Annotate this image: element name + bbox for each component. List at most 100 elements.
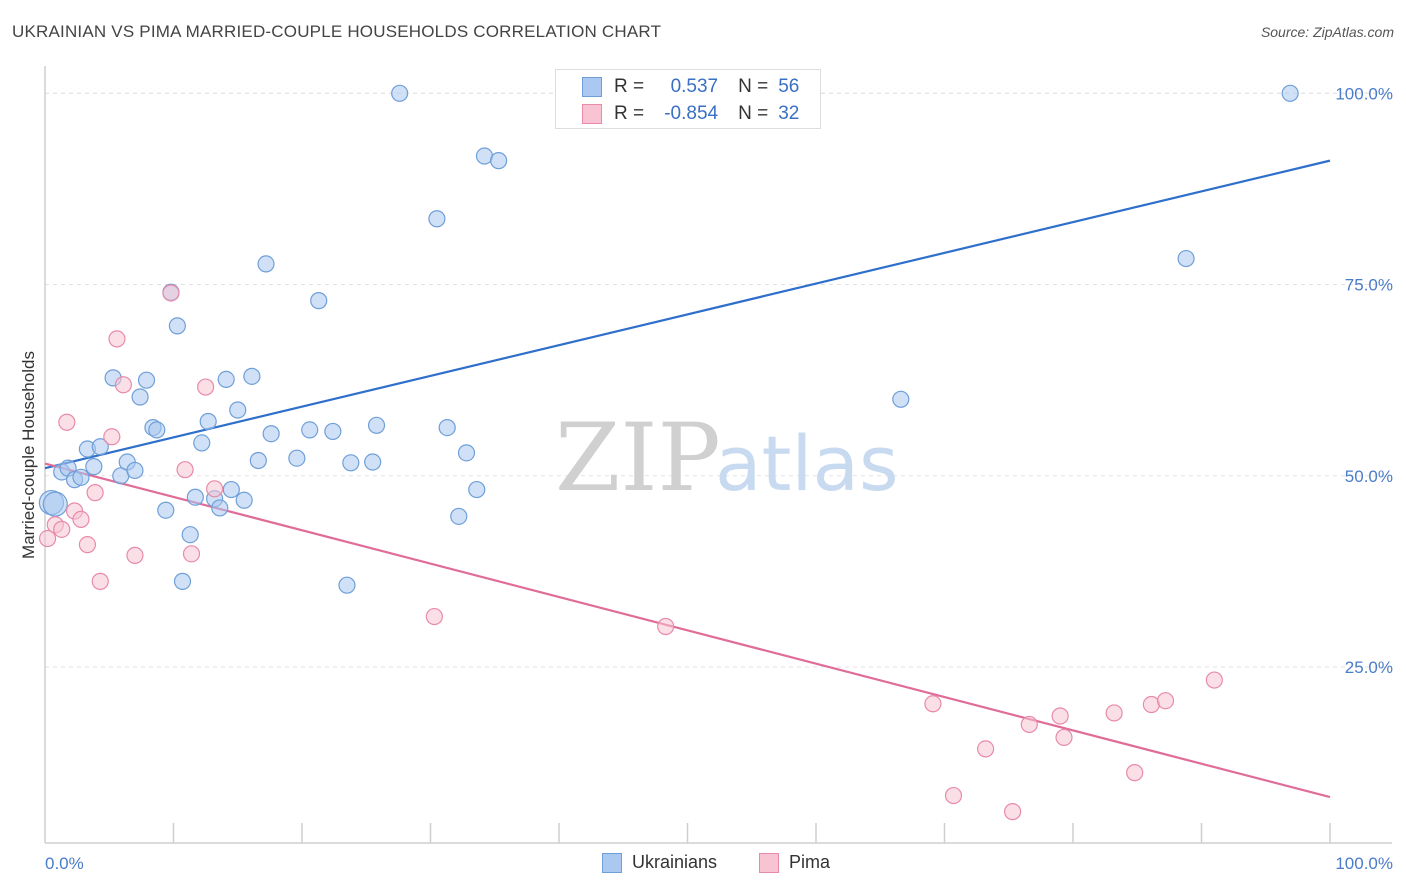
legend-r-value: -0.854 (664, 103, 719, 124)
legend-swatch-ukrainians (582, 77, 602, 97)
point-pima (162, 284, 180, 302)
point-ukrainians (157, 501, 175, 519)
point-ukrainians (217, 370, 235, 389)
point-ukrainians (342, 454, 360, 472)
point-pima (944, 786, 963, 805)
point-ukrainians (490, 152, 508, 170)
correlation-legend: R = 0.537 N = 56 R = -0.854 N = 32 (555, 69, 821, 129)
point-ukrainians (91, 438, 109, 456)
point-ukrainians (72, 468, 90, 486)
point-ukrainians (131, 388, 149, 406)
x-tick-label: 100.0% (1335, 854, 1393, 873)
point-pima (176, 461, 194, 479)
point-pima (58, 413, 76, 431)
point-ukrainians (222, 480, 240, 499)
point-ukrainians (173, 572, 192, 590)
point-ukrainians (257, 255, 275, 273)
point-pima (91, 572, 109, 590)
point-pima (1051, 707, 1069, 725)
point-ukrainians (126, 461, 144, 480)
point-ukrainians (211, 499, 229, 517)
point-ukrainians (457, 444, 476, 462)
legend-row-ukrainians: R = 0.537 N = 56 (582, 74, 799, 100)
trend-line-ukrainians (44, 159, 1331, 470)
point-ukrainians (186, 488, 204, 506)
point-pima (182, 545, 201, 563)
point-ukrainians (324, 422, 342, 441)
point-ukrainians (193, 434, 211, 452)
point-pima (977, 740, 995, 758)
series-legend-ukrainians: Ukrainians (602, 852, 717, 873)
series-legend-pima: Pima (759, 852, 830, 873)
point-ukrainians (367, 416, 386, 434)
legend-n-value: 32 (778, 103, 800, 124)
point-pima (126, 546, 144, 564)
point-pima (1004, 803, 1022, 821)
point-ukrainians (338, 576, 356, 594)
legend-r-label: R = (614, 103, 645, 124)
point-pima (1142, 695, 1160, 714)
point-pima (1205, 671, 1223, 689)
watermark: ZIP atlas (555, 404, 899, 513)
point-ukrainians (310, 292, 328, 310)
point-ukrainians (229, 401, 247, 419)
point-ukrainians (391, 84, 409, 102)
legend-r-value: 0.537 (670, 76, 719, 97)
point-ukrainians (199, 412, 217, 431)
point-pima (114, 376, 132, 394)
point-ukrainians (137, 371, 156, 389)
point-ukrainians (1281, 84, 1299, 102)
series-swatch-pima (759, 852, 779, 873)
point-ukrainians (181, 526, 199, 544)
point-pima (1020, 715, 1038, 734)
tick-labels: 25.0% 50.0% 75.0% 100.0% 0.0% 100.0% (45, 84, 1393, 873)
legend-swatch-pima (582, 104, 602, 124)
series-legend-label: Pima (789, 852, 831, 872)
series-legend-label: Ukrainians (632, 852, 718, 872)
point-ukrainians (468, 480, 486, 499)
point-pima (197, 378, 215, 396)
point-pima (1105, 704, 1123, 722)
legend-r-label: R = (614, 76, 645, 97)
point-ukrainians (364, 453, 382, 471)
point-ukrainians (301, 421, 319, 439)
legend-n-value: 56 (778, 76, 800, 97)
point-pima (108, 330, 126, 348)
point-pima (1156, 692, 1175, 710)
point-ukrainians (42, 491, 68, 517)
point-pima (1055, 728, 1073, 747)
point-ukrainians (262, 425, 280, 443)
watermark-zip: ZIP (555, 404, 721, 513)
y-tick-label: 100.0% (1335, 84, 1393, 103)
legend-row-pima: R = -0.854 N = 32 (582, 101, 799, 127)
axes (44, 66, 1392, 844)
data-points (38, 84, 1299, 821)
series-legend: Ukrainians Pima (0, 850, 1406, 878)
point-ukrainians (235, 491, 253, 509)
point-ukrainians (1177, 249, 1195, 268)
series-swatch-ukrainians (602, 852, 622, 873)
point-ukrainians (148, 421, 166, 439)
point-pima (206, 480, 224, 498)
point-pima (72, 510, 90, 529)
x-tick-label: 0.0% (45, 854, 84, 873)
point-pima (924, 695, 942, 713)
point-ukrainians (450, 507, 468, 525)
y-tick-label: 75.0% (1345, 276, 1393, 295)
watermark-atlas: atlas (715, 419, 899, 508)
point-pima (1126, 764, 1144, 782)
point-pima (103, 428, 121, 446)
point-ukrainians (428, 210, 446, 228)
trend-lines (44, 159, 1331, 799)
point-ukrainians (438, 419, 456, 437)
point-ukrainians (249, 451, 267, 470)
source-credit: Source: ZipAtlas.com (1260, 24, 1394, 40)
chart-title: UKRAINIAN VS PIMA MARRIED-COUPLE HOUSEHO… (12, 22, 662, 41)
point-pima (38, 529, 57, 548)
point-pima (86, 484, 104, 502)
y-axis-label: Married-couple Households (19, 351, 38, 559)
legend-n-label: N = (738, 103, 769, 124)
legend-n-label: N = (738, 76, 769, 97)
y-tick-label: 25.0% (1345, 658, 1393, 677)
